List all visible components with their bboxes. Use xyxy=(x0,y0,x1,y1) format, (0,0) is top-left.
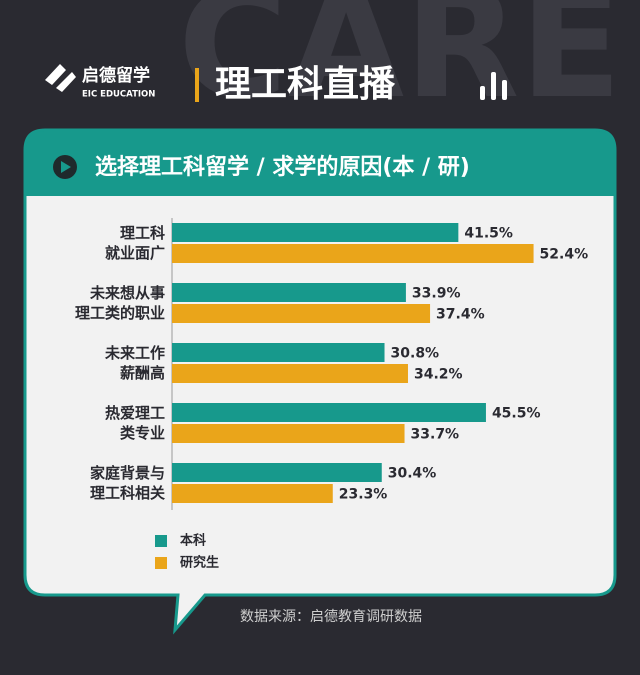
bars-icon xyxy=(480,72,507,100)
bar xyxy=(172,403,486,422)
bar xyxy=(172,424,405,443)
bar xyxy=(172,304,431,323)
card-header xyxy=(26,131,614,196)
legend-label: 研究生 xyxy=(180,555,219,571)
legend-swatch xyxy=(155,535,167,547)
value-label: 30.4% xyxy=(388,466,437,482)
plot: 理工科就业面广 41.5% 52.4% 未来想从事理工类的职业 33.9% 37.4% 未来… xyxy=(75,218,588,571)
category-label: 家庭背景与理工科相关 xyxy=(90,464,165,502)
bar xyxy=(172,244,534,263)
bar xyxy=(172,223,459,242)
value-label: 33.9% xyxy=(412,286,461,302)
category-label: 理工科就业面广 xyxy=(105,224,165,262)
bar xyxy=(172,364,408,383)
value-label: 37.4% xyxy=(436,307,485,323)
source: 数据来源：启德教育调研数据 xyxy=(240,609,422,625)
header-title: 理工科直播 xyxy=(215,64,396,105)
value-label: 30.8% xyxy=(391,346,440,362)
value-label: 34.2% xyxy=(414,367,463,383)
play-triangle xyxy=(61,161,71,173)
background-text: CARE xyxy=(178,0,622,132)
category-label: 未来工作薪酬高 xyxy=(104,344,165,382)
divider xyxy=(195,68,199,102)
logo: 启德留学 EIC EDUCATION xyxy=(45,64,155,100)
legend-swatch xyxy=(155,557,167,569)
legend-label: 本科 xyxy=(180,533,206,549)
bar xyxy=(172,484,333,503)
bar xyxy=(172,343,385,362)
category-label: 未来想从事理工类的职业 xyxy=(75,284,165,322)
value-label: 41.5% xyxy=(464,226,513,242)
chart-title: 选择理工科留学 / 求学的原因(本 / 研) xyxy=(95,154,470,180)
brand-name: 启德留学 xyxy=(82,65,150,86)
value-label: 52.4% xyxy=(540,247,589,263)
bar xyxy=(172,283,406,302)
value-label: 23.3% xyxy=(339,487,388,503)
value-label: 33.7% xyxy=(411,427,460,443)
bar xyxy=(172,463,382,482)
category-label: 热爱理工类专业 xyxy=(105,404,165,442)
logo-icon xyxy=(45,64,76,92)
value-label: 45.5% xyxy=(492,406,541,422)
brand-sub: EIC EDUCATION xyxy=(82,90,155,100)
